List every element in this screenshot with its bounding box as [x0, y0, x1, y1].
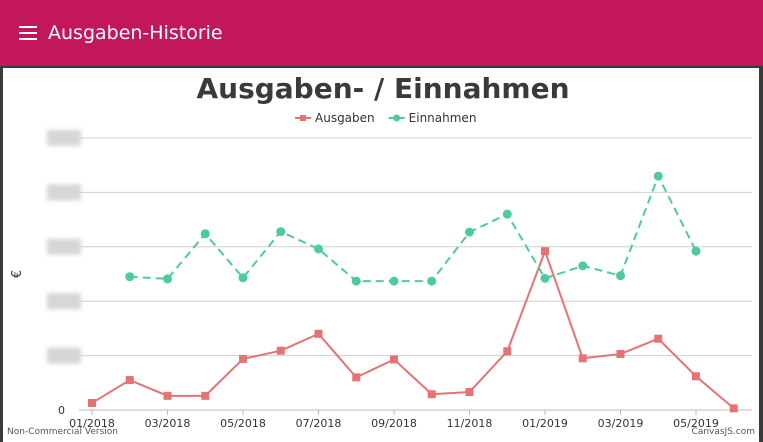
data-point-einnahmen[interactable] [238, 273, 248, 283]
data-point-ausgaben[interactable] [692, 372, 700, 381]
x-tick-label: 03/2018 [145, 417, 191, 430]
data-point-einnahmen[interactable] [125, 272, 135, 282]
data-point-einnahmen[interactable] [314, 244, 323, 254]
data-point-einnahmen[interactable] [691, 246, 701, 256]
x-tick-label: 03/2019 [598, 417, 644, 430]
x-axis-ticks: 01/2018 03/2018 05/2018 07/2018 09/2018 11/20… [69, 410, 719, 430]
app-bar: Ausgaben-Historie [0, 0, 763, 66]
data-point-einnahmen[interactable] [540, 273, 550, 283]
data-point-einnahmen[interactable] [351, 276, 361, 286]
data-point-einnahmen[interactable] [276, 227, 286, 237]
y-tick-label-blurred [47, 347, 81, 364]
data-point-einnahmen[interactable] [427, 276, 437, 286]
chart-panel: Ausgaben- / Einnahmen Ausgaben Einnahmen … [3, 68, 759, 442]
credit-canvasjs[interactable]: CanvasJS.com [692, 427, 755, 437]
data-point-ausgaben[interactable] [503, 347, 512, 356]
x-tick-label: 01/2019 [522, 417, 568, 430]
data-point-einnahmen[interactable] [578, 261, 588, 271]
x-tick-label: 01/2018 [69, 417, 115, 430]
data-point-einnahmen[interactable] [389, 276, 399, 286]
data-point-einnahmen[interactable] [465, 227, 474, 237]
data-point-ausgaben[interactable] [616, 349, 625, 358]
data-point-ausgaben[interactable] [390, 355, 398, 364]
x-tick-label: 07/2018 [296, 417, 342, 430]
hamburger-menu-icon[interactable] [16, 20, 42, 46]
y-tick-label: 0 [58, 404, 65, 417]
data-point-einnahmen[interactable] [200, 229, 210, 239]
data-point-ausgaben[interactable] [239, 354, 247, 363]
data-point-ausgaben[interactable] [427, 390, 436, 399]
y-tick-label-blurred [47, 293, 81, 310]
y-tick-label-blurred [47, 238, 81, 255]
data-point-ausgaben[interactable] [729, 404, 738, 413]
data-point-ausgaben[interactable] [88, 398, 96, 407]
data-point-einnahmen[interactable] [616, 271, 625, 281]
chart-canvas: Ausgaben- / Einnahmen Ausgaben Einnahmen … [7, 72, 755, 437]
legend-marker [300, 115, 306, 121]
y-axis-label: € [10, 270, 25, 278]
x-tick-label: 09/2018 [371, 417, 417, 430]
series-line-ausgaben [91, 248, 735, 410]
data-point-ausgaben[interactable] [163, 391, 172, 400]
x-tick-label: 05/2018 [220, 417, 266, 430]
data-point-einnahmen[interactable] [653, 171, 663, 181]
legend-label[interactable]: Einnahmen [409, 111, 477, 125]
data-point-ausgaben[interactable] [578, 354, 587, 363]
chart-legend: Ausgaben Einnahmen [295, 111, 476, 125]
data-point-einnahmen[interactable] [163, 274, 172, 284]
data-point-ausgaben[interactable] [125, 376, 134, 385]
data-point-ausgaben[interactable] [654, 334, 663, 343]
x-tick-label: 11/2018 [447, 417, 493, 430]
y-tick-label-blurred [47, 130, 81, 146]
x-tick-label: 05/2019 [673, 417, 719, 430]
app-title: Ausgaben-Historie [48, 22, 223, 44]
credit-noncommercial: Non-Commercial Version [7, 427, 118, 437]
y-axis-ticks: 0 [47, 130, 81, 417]
data-point-ausgaben[interactable] [201, 391, 210, 400]
chart-gridlines [79, 137, 752, 411]
chart-series [88, 171, 738, 413]
data-point-ausgaben[interactable] [465, 388, 474, 397]
legend-marker [393, 114, 401, 122]
chart-title: Ausgaben- / Einnahmen [196, 72, 569, 105]
legend-label[interactable]: Ausgaben [315, 111, 375, 125]
y-tick-label-blurred [47, 184, 81, 201]
data-point-ausgaben[interactable] [352, 373, 361, 382]
data-point-ausgaben[interactable] [276, 346, 285, 355]
data-point-ausgaben[interactable] [541, 247, 549, 256]
data-point-einnahmen[interactable] [502, 209, 512, 219]
series-line-einnahmen [129, 173, 697, 283]
data-point-ausgaben[interactable] [314, 329, 323, 338]
